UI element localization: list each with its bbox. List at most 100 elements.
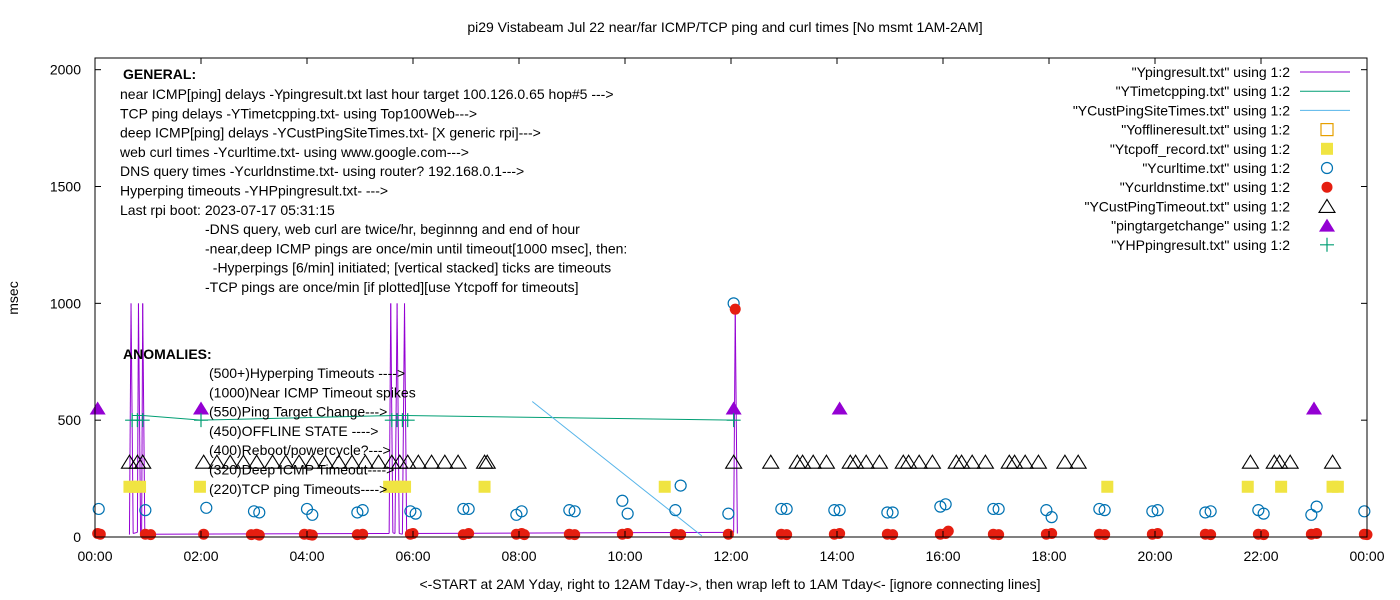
- anomaly-line: (500+)Hyperping Timeouts ---->: [209, 365, 405, 381]
- series-5-point: [1151, 504, 1164, 517]
- series-9-point: [135, 413, 150, 428]
- series-4-point: [1275, 480, 1288, 493]
- y-tick-label: 500: [58, 412, 82, 428]
- series-0-segment: [401, 303, 406, 535]
- series-0-segment: [142, 303, 146, 535]
- series-9-point: [400, 413, 415, 428]
- series-5-point: [568, 505, 581, 518]
- series-7-point: [329, 454, 348, 469]
- legend-label: "Ypingresult.txt" using 1:2: [1132, 64, 1291, 80]
- series-6-point: [887, 529, 899, 541]
- anomaly-line: (220)TCP ping Timeouts---->: [209, 481, 387, 497]
- series-7-point: [1270, 454, 1289, 469]
- series-5-point: [833, 504, 846, 517]
- x-tick-label: 14:00: [819, 548, 854, 564]
- chart-title: pi29 Vistabeam Jul 22 near/far ICMP/TCP …: [467, 19, 982, 35]
- general-line: TCP ping delays -YTimetcpping.txt- using…: [120, 105, 477, 121]
- general-note: -TCP pings are once/min [if plotted][use…: [205, 279, 579, 295]
- series-7-point: [398, 454, 417, 469]
- legend-swatch: [1321, 142, 1333, 155]
- series-6-point: [463, 527, 475, 539]
- series-7-point: [449, 454, 468, 469]
- series-4-point: [1331, 480, 1344, 493]
- series-4: [123, 480, 1344, 493]
- x-tick-label: 10:00: [607, 548, 642, 564]
- series-7-point: [1241, 454, 1260, 469]
- series-7-point: [1069, 454, 1088, 469]
- series-5-point: [828, 504, 841, 517]
- series-1: [132, 414, 734, 421]
- x-tick-label: 18:00: [1031, 548, 1066, 564]
- series-6-point: [1205, 529, 1217, 541]
- legend-label: "Ycurldnstime.txt" using 1:2: [1120, 179, 1290, 195]
- legend-label: "Ytcpoff_record.txt" using 1:2: [1110, 141, 1290, 157]
- chart-legend: "Ypingresult.txt" using 1:2 "YTimetcpping…: [1073, 64, 1350, 253]
- series-5-point: [616, 494, 629, 507]
- series-6-point: [675, 529, 687, 541]
- series-4-point: [478, 480, 491, 493]
- series-8: [89, 401, 1322, 415]
- series-6-point: [94, 528, 106, 540]
- general-line: web curl times -Ycurltime.txt- using www…: [119, 144, 469, 160]
- series-7-point: [316, 454, 335, 469]
- x-axis-label: <-START at 2AM Yday, right to 12AM Tday-…: [419, 576, 1040, 592]
- anomalies-heading: ANOMALIES:: [123, 346, 212, 362]
- series-7-point: [194, 454, 213, 469]
- series-5-point: [669, 504, 682, 517]
- series-7-point: [1055, 454, 1074, 469]
- series-5-point: [780, 502, 793, 516]
- series-7-point: [1281, 454, 1300, 469]
- series-5-point: [563, 504, 576, 517]
- series-0-segment: [394, 303, 398, 534]
- x-tick-label: 08:00: [501, 548, 536, 564]
- series-8-point: [725, 401, 742, 415]
- legend-swatch: [1320, 122, 1334, 137]
- series-5-point: [1358, 505, 1371, 518]
- y-tick-label: 1000: [50, 295, 81, 311]
- anomaly-line: (450)OFFLINE STATE ---->: [209, 423, 378, 439]
- series-5-point: [775, 502, 788, 516]
- series-7-point: [263, 454, 282, 469]
- series-5-point: [886, 506, 899, 519]
- series-6-point: [518, 529, 530, 541]
- general-note: -near,deep ICMP pings are once/min until…: [205, 240, 627, 256]
- anomaly-line: (400)Reboot/powercycle?--->: [209, 442, 391, 458]
- series-7-point: [846, 454, 865, 469]
- x-tick-label: 04:00: [289, 548, 324, 564]
- series-7-point: [899, 454, 918, 469]
- y-tick-label: 2000: [50, 62, 81, 78]
- series-7-point: [817, 454, 836, 469]
- series-4-point: [1101, 480, 1114, 493]
- y-axis-label: msec: [5, 281, 21, 314]
- series-5-point: [200, 501, 213, 514]
- series-7: [120, 454, 1342, 469]
- series-0-segment: [144, 532, 390, 535]
- series-5-point: [987, 502, 1000, 516]
- series-5-point: [306, 508, 319, 521]
- series-5-point: [1257, 507, 1270, 520]
- legend-label: "YHPpingresult.txt" using 1:2: [1111, 237, 1290, 253]
- series-8-point: [831, 401, 848, 415]
- series-5-point: [253, 506, 266, 519]
- x-tick-label: 12:00: [713, 548, 748, 564]
- annotation-layer: GENERAL: near ICMP[ping] delays -Ypingres…: [119, 66, 627, 497]
- series-0-segment: [128, 303, 132, 535]
- series-6-point: [306, 529, 318, 541]
- series-8-point: [1306, 401, 1322, 415]
- series-6-point: [198, 528, 210, 540]
- series-9-point: [194, 413, 208, 428]
- series-5-point: [515, 505, 528, 518]
- series-7-point: [133, 454, 152, 469]
- series-5-point: [351, 506, 364, 519]
- series-7-point: [369, 454, 388, 469]
- series-7-point: [422, 454, 441, 469]
- series-4-point: [1241, 480, 1254, 493]
- legend-label: "pingtargetchange" using 1:2: [1111, 218, 1290, 234]
- series-6-point: [1099, 529, 1111, 541]
- general-line: deep ICMP[ping] delays -YCustPingSiteTim…: [120, 125, 541, 141]
- series-7-point: [952, 454, 971, 469]
- series-5-point: [1204, 505, 1217, 518]
- series-5-point: [934, 500, 947, 513]
- x-tick-label: 00:00: [77, 548, 112, 564]
- series-5-point: [457, 502, 470, 516]
